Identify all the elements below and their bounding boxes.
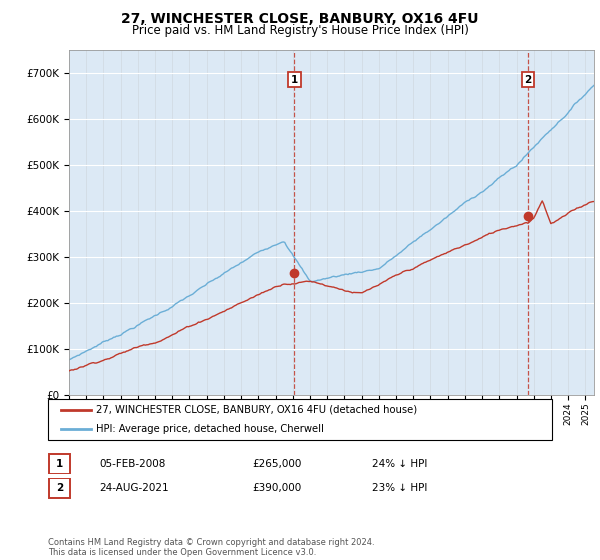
Text: £265,000: £265,000 [252,459,301,469]
Text: 24% ↓ HPI: 24% ↓ HPI [372,459,427,469]
Text: HPI: Average price, detached house, Cherwell: HPI: Average price, detached house, Cher… [96,424,324,434]
FancyBboxPatch shape [49,478,70,498]
FancyBboxPatch shape [49,454,70,474]
Text: 1: 1 [290,74,298,85]
Text: 1: 1 [56,459,63,469]
Text: 2: 2 [524,74,532,85]
Text: 23% ↓ HPI: 23% ↓ HPI [372,483,427,493]
Text: 05-FEB-2008: 05-FEB-2008 [99,459,166,469]
Text: 2: 2 [56,483,63,493]
Text: 27, WINCHESTER CLOSE, BANBURY, OX16 4FU: 27, WINCHESTER CLOSE, BANBURY, OX16 4FU [121,12,479,26]
Text: 24-AUG-2021: 24-AUG-2021 [99,483,169,493]
Text: Price paid vs. HM Land Registry's House Price Index (HPI): Price paid vs. HM Land Registry's House … [131,24,469,37]
Text: £390,000: £390,000 [252,483,301,493]
Text: Contains HM Land Registry data © Crown copyright and database right 2024.
This d: Contains HM Land Registry data © Crown c… [48,538,374,557]
Text: 27, WINCHESTER CLOSE, BANBURY, OX16 4FU (detached house): 27, WINCHESTER CLOSE, BANBURY, OX16 4FU … [96,405,417,415]
